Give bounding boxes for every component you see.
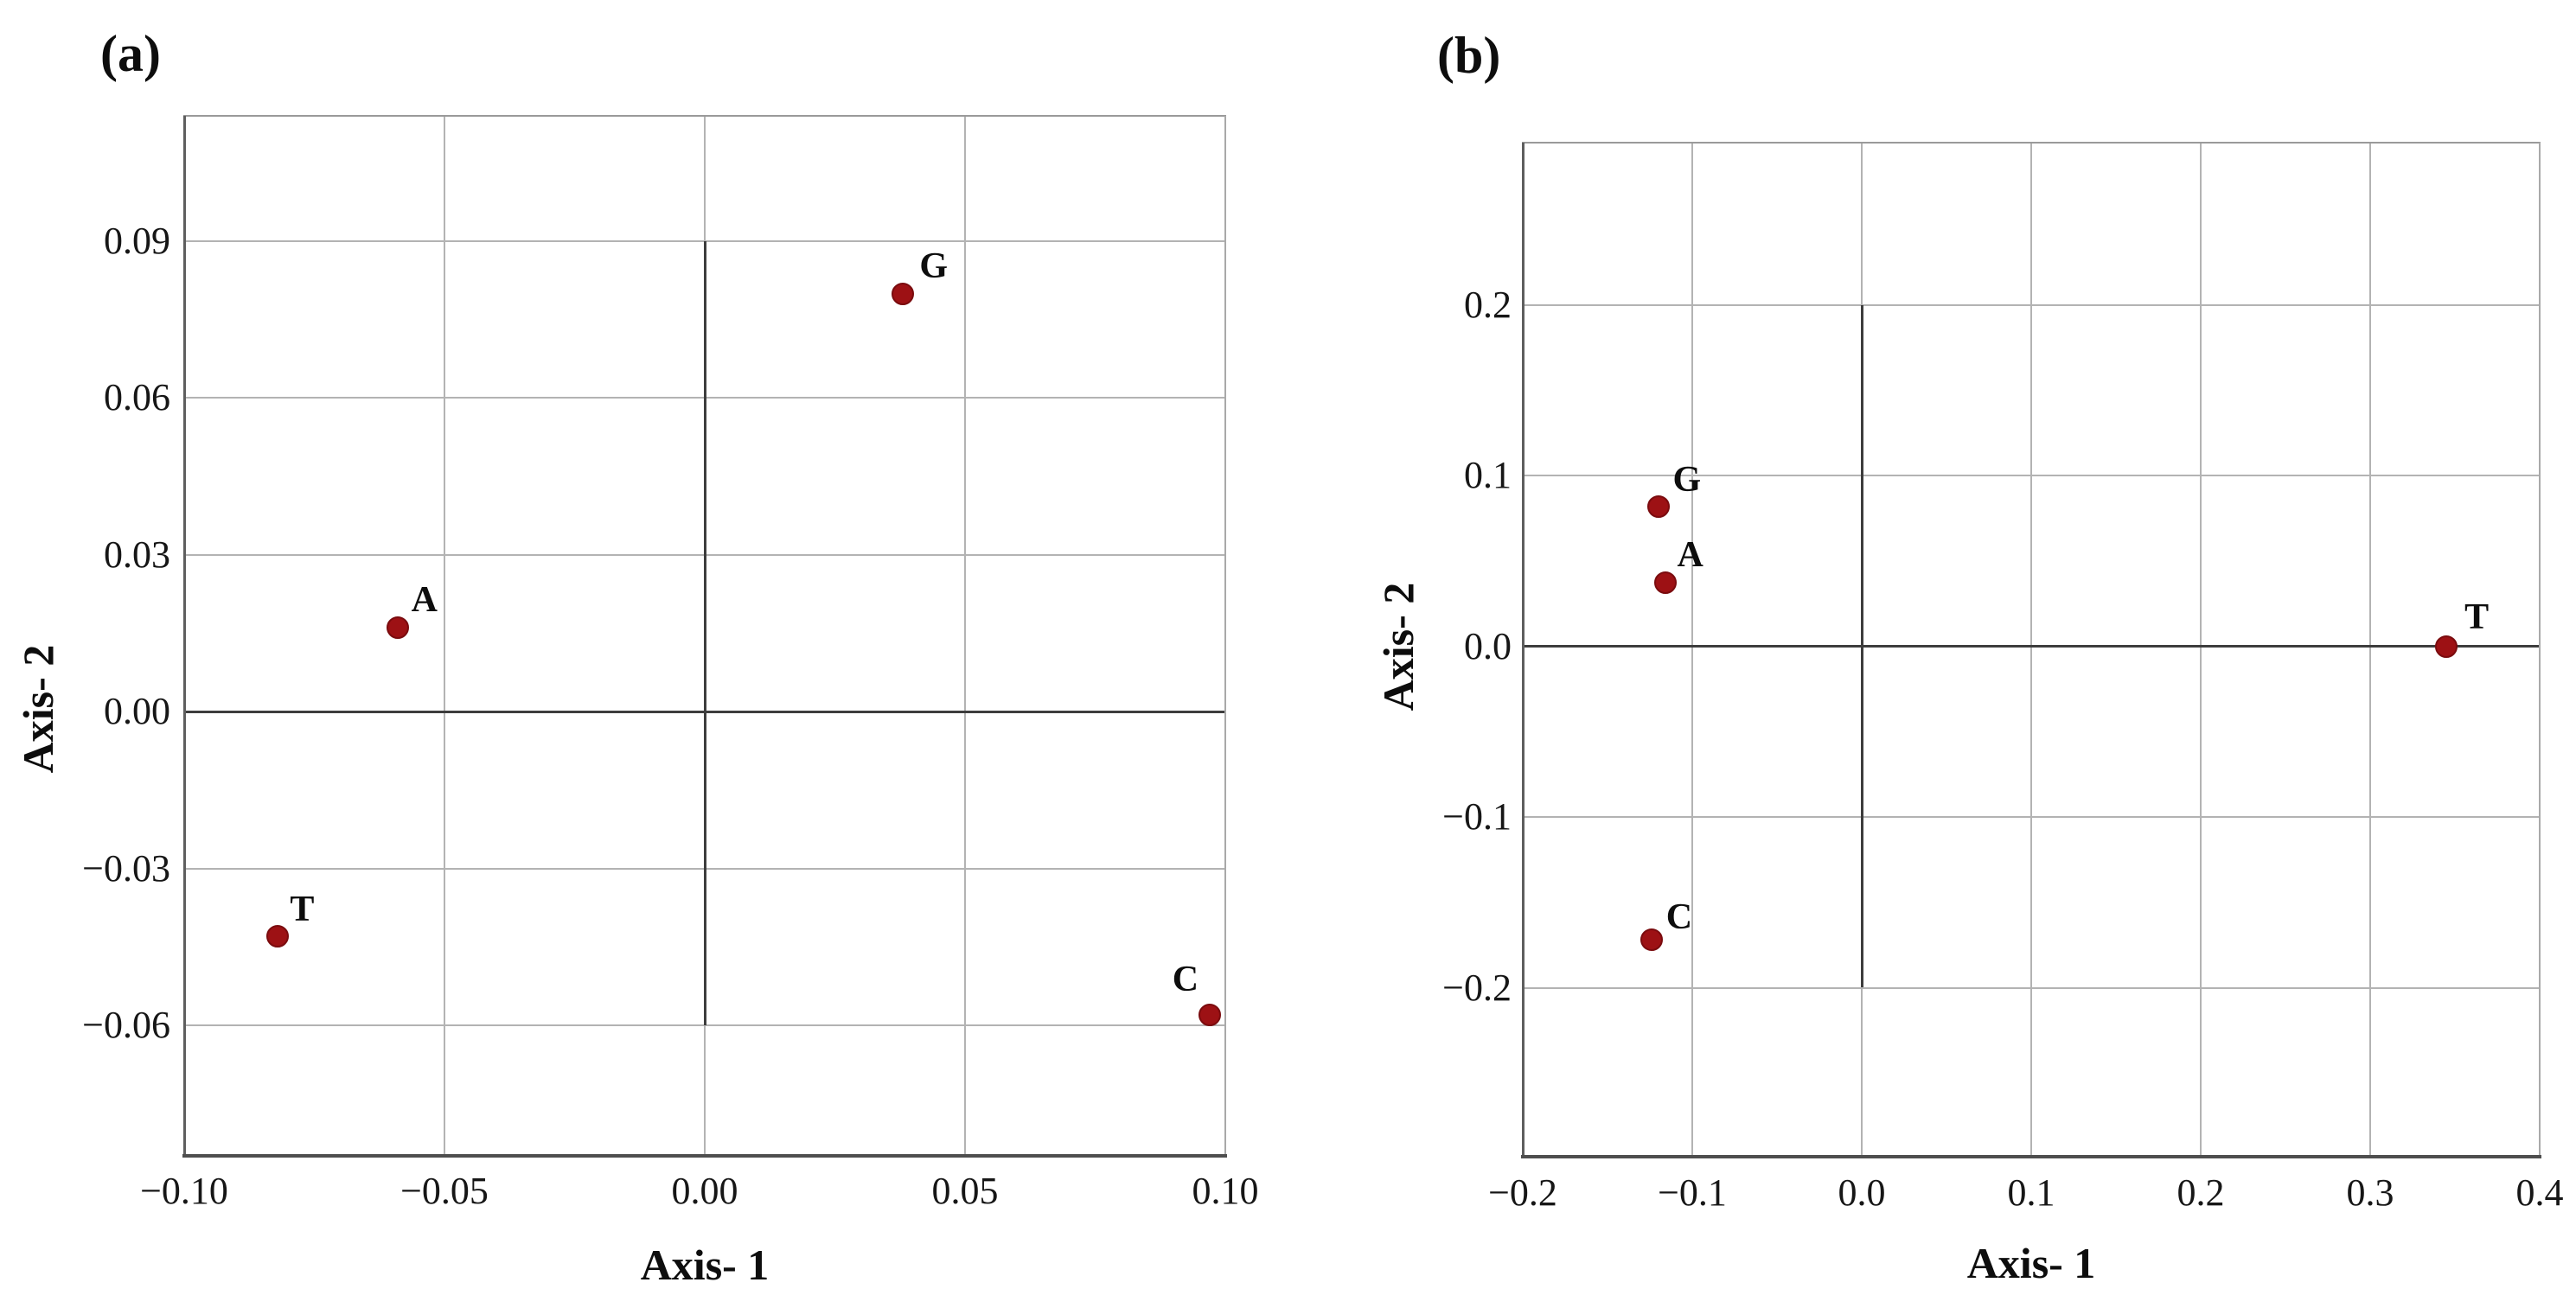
- point-label-A: A: [411, 580, 438, 621]
- y-axis-title: Axis- 2: [1374, 582, 1422, 711]
- point-C: [1640, 928, 1663, 952]
- point-A: [1653, 571, 1677, 595]
- x-tick-label: −0.05: [400, 1170, 489, 1212]
- x-gridline: [2030, 143, 2032, 1157]
- y-axis-title: Axis- 2: [14, 644, 62, 774]
- plot-frame-top: [183, 115, 1226, 117]
- plot-frame-bottom: [182, 1154, 1227, 1158]
- point-label-C: C: [1665, 897, 1693, 938]
- x-tick-label: 0.3: [2346, 1171, 2394, 1214]
- x-gridline: [2369, 143, 2371, 1157]
- plot-frame-right: [2539, 143, 2541, 1157]
- x-gridline: [2200, 143, 2202, 1157]
- point-label-G: G: [919, 246, 949, 286]
- plot-frame-left: [183, 116, 186, 1156]
- y-zero-reference-line: [184, 710, 1225, 713]
- x-axis-title: Axis- 1: [1966, 1239, 2096, 1287]
- x-tick-label: −0.2: [1488, 1171, 1557, 1214]
- y-tick-label: 0.09: [104, 220, 170, 263]
- plot-frame-left: [1522, 143, 1525, 1157]
- point-T: [2435, 635, 2458, 658]
- plot-frame-right: [1224, 116, 1226, 1156]
- x-tick-label: 0.05: [931, 1170, 999, 1212]
- y-gridline: [1523, 475, 2540, 477]
- point-G: [891, 282, 914, 305]
- x-tick-label: 0.4: [2515, 1171, 2564, 1214]
- x-gridline: [1691, 143, 1693, 1157]
- panel-tag-a: (a): [100, 25, 161, 82]
- y-gridline: [1523, 986, 2540, 989]
- y-zero-reference-line: [1523, 645, 2540, 648]
- y-tick-label: −0.2: [1442, 966, 1512, 1009]
- point-G: [1646, 494, 1670, 518]
- point-A: [386, 616, 409, 640]
- x-zero-reference-line: [703, 241, 706, 1025]
- x-tick-label: −0.1: [1658, 1171, 1727, 1214]
- x-gridline: [964, 116, 966, 1156]
- y-tick-label: 0.1: [1464, 454, 1512, 497]
- plot-frame-top: [1522, 142, 2541, 144]
- point-label-G: G: [1672, 459, 1702, 500]
- point-label-C: C: [1172, 959, 1199, 999]
- y-tick-label: −0.03: [82, 846, 170, 890]
- point-C: [1198, 1003, 1221, 1026]
- x-tick-label: 0.00: [671, 1170, 738, 1212]
- point-label-T: T: [290, 890, 315, 930]
- plot-frame-bottom: [1521, 1155, 2541, 1158]
- x-tick-label: 0.0: [1838, 1171, 1886, 1214]
- point-T: [266, 925, 290, 948]
- y-tick-label: 0.0: [1464, 624, 1512, 667]
- point-label-A: A: [1677, 535, 1703, 576]
- y-tick-label: 0.00: [104, 690, 170, 733]
- x-tick-label: −0.10: [140, 1170, 228, 1212]
- y-tick-label: −0.1: [1442, 795, 1512, 839]
- y-gridline: [1523, 816, 2540, 819]
- x-tick-label: 0.1: [2007, 1171, 2055, 1214]
- y-tick-label: −0.06: [82, 1003, 170, 1046]
- x-tick-label: 0.10: [1192, 1170, 1259, 1212]
- y-tick-label: 0.2: [1464, 283, 1512, 326]
- y-tick-label: 0.06: [104, 376, 170, 419]
- y-tick-label: 0.03: [104, 533, 170, 576]
- point-label-T: T: [2464, 597, 2490, 637]
- panel-tag-b: (b): [1437, 27, 1501, 84]
- x-gridline: [444, 116, 445, 1156]
- y-gridline: [1523, 303, 2540, 306]
- y-gridline: [184, 1024, 1225, 1026]
- x-axis-title: Axis- 1: [640, 1241, 770, 1289]
- x-tick-label: 0.2: [2176, 1171, 2225, 1214]
